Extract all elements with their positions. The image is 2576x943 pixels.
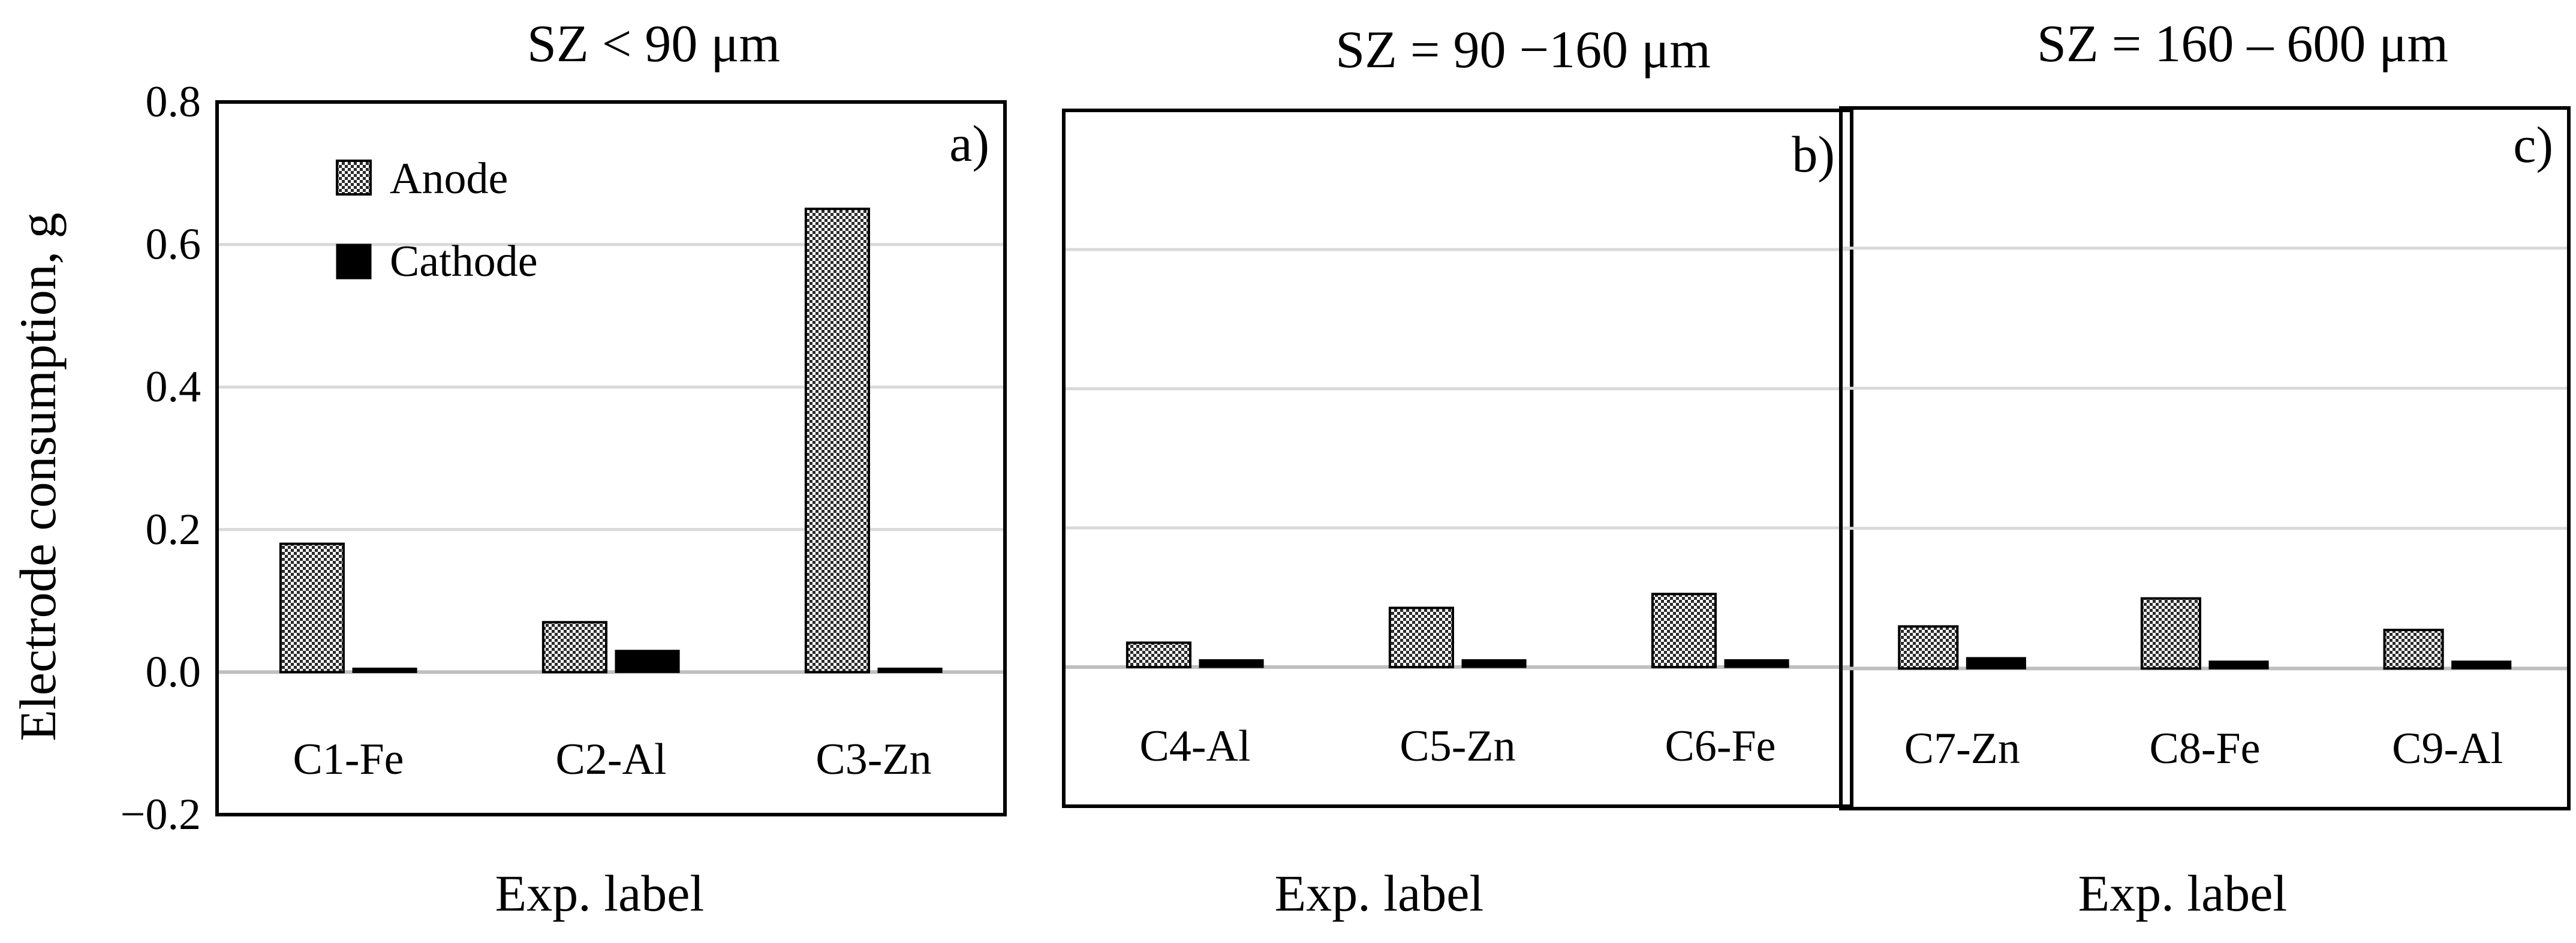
panel-b-title: SZ = 90 −160 μm [1335, 21, 1711, 79]
y-tick-label: −0.2 [121, 790, 201, 839]
panel-c-title: SZ = 160 – 600 μm [2037, 15, 2448, 73]
panel-c-letter: c) [2513, 116, 2553, 173]
panel-a-bar-anode-c2-al [541, 621, 608, 674]
y-axis-title: Electrode consumption, g [9, 212, 67, 741]
panel-b-bar-anode-c5-zn [1388, 606, 1454, 669]
panel-c-bar-cathode-c8-fe [2208, 660, 2269, 669]
panel-a-title: SZ < 90 μm [527, 15, 780, 73]
panel-b-bar-anode-c4-al [1126, 641, 1192, 669]
panel-c-category-label: C9-Al [2392, 724, 2503, 773]
panel-c-bar-cathode-c9-al [2451, 660, 2512, 669]
panel-c-x-axis-title: Exp. label [2078, 864, 2288, 922]
panel-c: C7-Zn C8-Fe C9-Al SZ = 160 – 600 μm c) Exp… [1839, 15, 2571, 922]
panel-a-bar-anode-c1-fe [279, 542, 345, 674]
panel-b-category-label: C5-Zn [1400, 722, 1515, 771]
panel-c-bar-anode-c9-al [2383, 629, 2444, 670]
panel-a-category-label: C3-Zn [815, 735, 931, 784]
panel-a-bar-cathode-c1-fe [352, 667, 417, 673]
panel-a: C1-Fe C2-Al C3-Zn 0.8 0.6 0.4 0.2 0.0 −0.2 SZ <… [121, 15, 1007, 922]
panel-c-category-label: C8-Fe [2150, 724, 2261, 773]
panel-c-frame [1839, 106, 2571, 810]
y-tick-label: 0.6 [146, 220, 201, 269]
legend-anode-swatch [336, 160, 372, 196]
panel-b-x-axis-title: Exp. label [1275, 864, 1484, 922]
legend-cathode-label: Cathode [390, 237, 538, 286]
panel-b-bar-cathode-c4-al [1199, 659, 1264, 668]
y-tick-label: 0.2 [146, 505, 201, 554]
y-tick-label: 0.4 [146, 362, 201, 412]
legend: Anode Cathode [336, 154, 538, 286]
panel-a-x-axis-title: Exp. label [495, 864, 705, 922]
panel-b-bar-anode-c6-fe [1651, 593, 1717, 669]
panel-b-frame [1062, 109, 1853, 808]
panel-b-category-label: C6-Fe [1665, 722, 1776, 771]
panel-c-category-label: C7-Zn [1904, 724, 2020, 773]
panel-b-category-label: C4-Al [1140, 722, 1251, 771]
panel-b-bar-cathode-c6-fe [1724, 659, 1789, 668]
panel-c-bar-anode-c7-zn [1898, 625, 1959, 670]
legend-cathode-swatch [336, 244, 372, 280]
y-tick-label: 0.0 [146, 647, 201, 696]
panel-b: C4-Al C5-Zn C6-Fe SZ = 90 −160 μm b) Exp. … [1062, 21, 1853, 922]
panel-a-bar-cathode-c2-al [615, 650, 680, 673]
panel-a-frame [215, 100, 1007, 816]
panel-c-bar-cathode-c7-zn [1966, 657, 2026, 669]
panel-a-bar-anode-c3-zn [804, 208, 871, 674]
panel-a-bar-cathode-c3-zn [877, 667, 943, 673]
panel-b-letter: b) [1792, 125, 1835, 183]
panel-a-category-label: C1-Fe [293, 735, 404, 784]
y-tick-label: 0.8 [146, 77, 201, 127]
panel-a-category-label: C2-Al [556, 735, 667, 784]
panel-a-letter: a) [949, 115, 989, 172]
panel-b-bar-cathode-c5-zn [1461, 659, 1527, 668]
legend-anode-label: Anode [390, 154, 508, 203]
panel-c-bar-anode-c8-fe [2140, 597, 2201, 670]
